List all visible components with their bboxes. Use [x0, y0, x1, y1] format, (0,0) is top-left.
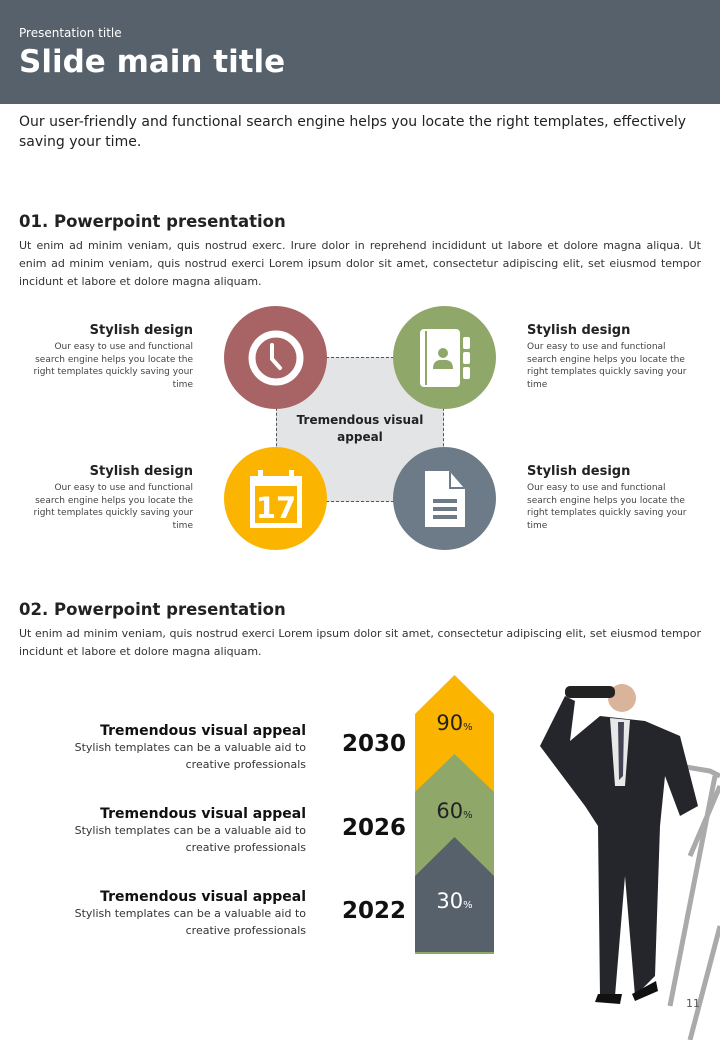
calendar-day: 17 [255, 491, 295, 525]
progress-arrows [415, 675, 494, 954]
section2-text: Ut enim ad minim veniam, quis nostrud ex… [19, 627, 701, 658]
intro-text: Our user-friendly and functional search … [19, 114, 687, 150]
timeline-text: Stylish templates can be a valuable aid … [74, 824, 306, 854]
feature-text: Our easy to use and functional search en… [33, 483, 194, 531]
section2-title: 02. Powerpoint presentation [19, 600, 286, 619]
header-bar: Presentation title Slide main title [0, 0, 720, 104]
percent-value: 30 [436, 889, 464, 913]
feature-title: Stylish design [527, 323, 631, 338]
businessman-binoculars-photo [540, 684, 720, 1040]
feature-title: Stylish design [527, 464, 631, 479]
section1-title: 01. Powerpoint presentation [19, 212, 286, 231]
percent-unit: % [463, 722, 473, 733]
clock-circle [224, 306, 327, 409]
feature-4: Stylish design Our easy to use and functi… [527, 464, 687, 532]
center-label: Tremendous visual appeal [296, 413, 424, 444]
timeline-item-2: Tremendous visual appeal Stylish template… [46, 805, 306, 856]
document-icon [424, 470, 465, 527]
feature-1: Stylish design Our easy to use and functi… [33, 323, 194, 391]
address-book-circle [393, 306, 496, 409]
percent-2030: 90% [415, 711, 494, 735]
document-circle [393, 447, 496, 550]
year-2022: 2022 [342, 898, 407, 924]
percent-2022: 30% [415, 889, 494, 913]
timeline-text: Stylish templates can be a valuable aid … [74, 741, 306, 771]
section1-text: Ut enim ad minim veniam, quis nostrud ex… [19, 239, 701, 288]
percent-unit: % [463, 900, 473, 911]
percent-2026: 60% [415, 799, 494, 823]
percent-unit: % [463, 810, 473, 821]
feature-2: Stylish design Our easy to use and functi… [527, 323, 687, 391]
calendar-icon: 17 [249, 469, 302, 528]
timeline-item-3: Tremendous visual appeal Stylish template… [46, 888, 306, 939]
year-2030: 2030 [342, 731, 407, 757]
presentation-title: Presentation title [19, 26, 122, 40]
feature-text: Our easy to use and functional search en… [527, 483, 687, 531]
percent-value: 60 [436, 799, 464, 823]
timeline-title: Tremendous visual appeal [100, 806, 306, 822]
timeline-item-1: Tremendous visual appeal Stylish template… [46, 722, 306, 773]
clock-icon [248, 330, 303, 385]
feature-text: Our easy to use and functional search en… [33, 342, 194, 390]
timeline-text: Stylish templates can be a valuable aid … [74, 907, 306, 937]
percent-value: 90 [436, 711, 464, 735]
calendar-circle: 17 [224, 447, 327, 550]
feature-3: Stylish design Our easy to use and functi… [33, 464, 194, 532]
year-2026: 2026 [342, 815, 407, 841]
slide-main-title: Slide main title [19, 44, 286, 80]
arrow-2022 [415, 837, 494, 952]
feature-title: Stylish design [89, 464, 193, 479]
feature-text: Our easy to use and functional search en… [527, 342, 687, 390]
address-book-icon [419, 328, 470, 387]
timeline-title: Tremendous visual appeal [100, 723, 306, 739]
feature-title: Stylish design [89, 323, 193, 338]
page-number: 11 [686, 997, 700, 1010]
timeline-title: Tremendous visual appeal [100, 889, 306, 905]
